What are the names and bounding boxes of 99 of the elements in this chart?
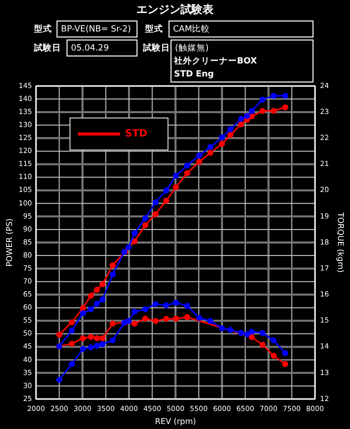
point [196, 158, 202, 165]
y2-axis-title: TORQUE (kgm) [336, 211, 345, 273]
point [207, 150, 214, 156]
point [94, 286, 100, 293]
point [142, 316, 148, 322]
point [152, 199, 159, 206]
point [172, 184, 179, 190]
point [238, 121, 244, 128]
point [142, 306, 148, 312]
point [163, 316, 170, 322]
point [207, 318, 214, 324]
point [172, 172, 179, 179]
text: 試験日 [33, 42, 61, 54]
point [184, 170, 190, 176]
text: 05.04.29 [71, 43, 109, 54]
point [126, 244, 132, 250]
point [68, 328, 75, 334]
point [110, 320, 116, 327]
point [259, 330, 266, 336]
point [248, 334, 255, 340]
point [172, 300, 179, 306]
point [80, 304, 86, 311]
point [270, 337, 277, 344]
point [227, 326, 234, 333]
point [132, 308, 138, 315]
point [163, 302, 170, 308]
point [163, 198, 170, 204]
point [110, 271, 116, 278]
point [110, 337, 116, 344]
point [56, 376, 62, 383]
point [282, 92, 288, 99]
point [163, 187, 170, 194]
point [282, 350, 288, 356]
point [282, 104, 288, 110]
chart-title: エンジン試験表 [136, 3, 214, 16]
x-axis-title: REV (rpm) [154, 417, 196, 426]
point [219, 140, 225, 147]
point [196, 152, 202, 158]
point [142, 222, 148, 228]
point [248, 108, 255, 114]
point [172, 316, 179, 322]
point [88, 306, 94, 312]
point [88, 334, 94, 340]
point [132, 238, 138, 244]
point [68, 340, 75, 347]
point [99, 296, 106, 302]
point [88, 344, 94, 350]
point [259, 108, 266, 114]
point [259, 342, 266, 348]
point [244, 331, 250, 338]
point [94, 342, 100, 349]
point [152, 211, 159, 218]
text: BP-VE(NB= Sr-2) [61, 24, 131, 34]
point [132, 320, 138, 327]
point [270, 92, 277, 99]
point [99, 335, 106, 342]
point [110, 262, 116, 268]
point [184, 302, 190, 309]
point [56, 332, 62, 338]
text: STD Eng [174, 69, 214, 80]
point [238, 116, 244, 122]
text: 型式 [33, 23, 52, 34]
text: (触媒無) [175, 42, 209, 54]
point [196, 314, 202, 321]
legend-label: STD [125, 128, 148, 140]
point [270, 108, 277, 114]
point [227, 126, 234, 132]
point [219, 134, 225, 140]
point [80, 346, 86, 352]
point [259, 96, 266, 103]
point [126, 318, 132, 324]
point [88, 292, 94, 299]
text: 社外クリーナーBOX [173, 55, 258, 66]
y-axis-title: POWER (PS) [5, 218, 14, 267]
point [99, 341, 106, 348]
point [184, 162, 190, 169]
text: CAM比較 [173, 23, 210, 34]
point [142, 215, 148, 222]
point [94, 335, 100, 342]
point [152, 301, 159, 308]
point [244, 112, 250, 119]
point [99, 281, 106, 288]
point [282, 361, 288, 368]
point [207, 144, 214, 150]
point [68, 361, 75, 368]
point [80, 335, 86, 342]
point [248, 328, 255, 335]
point [68, 319, 75, 326]
point [227, 132, 234, 138]
point [219, 325, 225, 332]
point [94, 300, 100, 307]
point [132, 230, 138, 236]
point [238, 330, 244, 336]
text: 試験日 [142, 42, 170, 54]
point [152, 318, 159, 324]
text: 型式 [144, 23, 163, 34]
point [184, 314, 190, 320]
point [80, 310, 86, 316]
point [270, 352, 277, 359]
